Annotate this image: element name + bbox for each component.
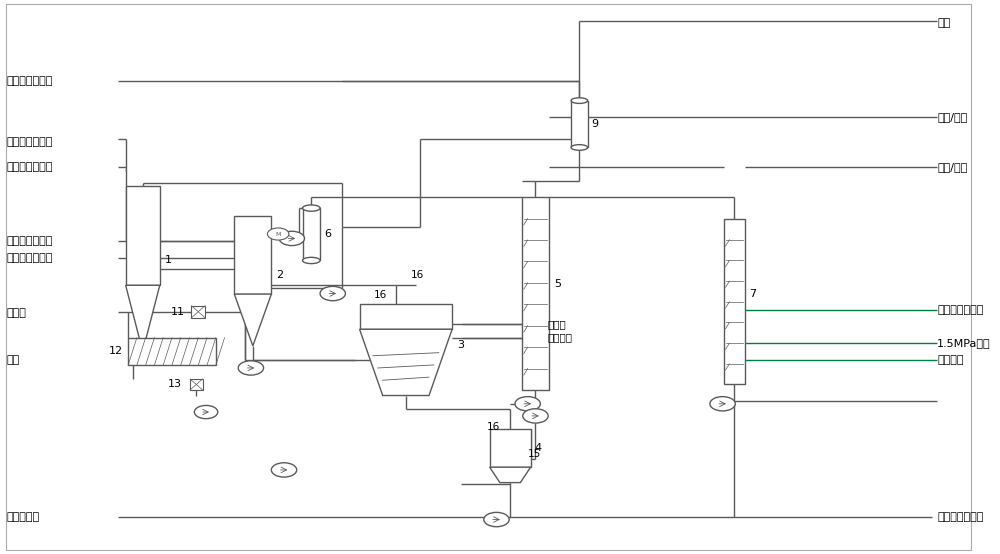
Text: 气化水生化处理: 气化水生化处理 (937, 512, 983, 522)
Circle shape (484, 512, 509, 527)
Text: 3: 3 (457, 340, 464, 350)
Text: 11: 11 (171, 307, 185, 317)
Text: 液氨/氨水: 液氨/氨水 (937, 162, 967, 172)
Bar (360, 304, 452, 329)
Text: 2: 2 (276, 270, 283, 280)
Circle shape (194, 406, 218, 419)
Text: 废气: 废气 (937, 18, 950, 28)
Circle shape (271, 463, 297, 477)
Circle shape (515, 397, 540, 411)
Ellipse shape (303, 205, 320, 211)
Text: 呼吸阀气: 呼吸阀气 (547, 332, 572, 342)
Text: 1: 1 (165, 255, 172, 265)
Text: 变换高温冷凝液: 变换高温冷凝液 (6, 137, 53, 147)
Bar (191, 306, 205, 318)
Text: 变换低温冷凝液: 变换低温冷凝液 (6, 76, 53, 86)
Text: 15: 15 (528, 449, 541, 459)
Circle shape (238, 361, 264, 375)
Bar (303, 208, 320, 260)
Circle shape (710, 397, 735, 411)
Text: 6: 6 (324, 229, 331, 239)
Text: 絮凝剂: 絮凝剂 (6, 308, 26, 318)
Text: 煤气水回用: 煤气水回用 (6, 512, 39, 522)
Bar (490, 429, 531, 467)
Text: 4: 4 (534, 443, 542, 453)
Bar (128, 337, 216, 365)
Text: 12: 12 (109, 346, 123, 356)
Text: 蒸汽凝液: 蒸汽凝液 (937, 355, 964, 365)
Circle shape (267, 228, 289, 240)
Bar (126, 186, 160, 285)
Text: 16: 16 (411, 270, 424, 280)
Polygon shape (234, 294, 271, 346)
Text: 低压气化煤气水: 低压气化煤气水 (6, 236, 53, 246)
Text: 泥饼: 泥饼 (6, 355, 20, 365)
Circle shape (320, 286, 345, 301)
Text: 低压开车煤气水: 低压开车煤气水 (6, 253, 53, 263)
Bar (522, 197, 549, 390)
Text: 9: 9 (592, 119, 599, 129)
Text: 脱氨气化水回用: 脱氨气化水回用 (937, 305, 983, 315)
Bar (190, 379, 203, 390)
Text: 16: 16 (374, 290, 387, 300)
Bar (571, 101, 588, 147)
Text: 5: 5 (554, 279, 561, 289)
Text: 16: 16 (487, 422, 500, 432)
Bar (724, 219, 745, 384)
Polygon shape (490, 467, 531, 483)
Text: 絮护气: 絮护气 (547, 319, 566, 329)
Text: 7: 7 (749, 289, 756, 299)
Bar (234, 217, 271, 294)
Ellipse shape (571, 98, 588, 104)
Ellipse shape (571, 145, 588, 150)
Ellipse shape (303, 257, 320, 264)
Circle shape (279, 231, 304, 245)
Circle shape (523, 409, 548, 423)
Text: M: M (275, 232, 281, 237)
Text: 硫磺/硫酸: 硫磺/硫酸 (937, 112, 967, 122)
Polygon shape (360, 329, 452, 396)
Text: 13: 13 (168, 379, 182, 389)
Text: 气化含尘气化水: 气化含尘气化水 (6, 162, 53, 172)
Text: 1.5MPa蒸汽: 1.5MPa蒸汽 (937, 338, 991, 348)
Polygon shape (126, 285, 160, 351)
